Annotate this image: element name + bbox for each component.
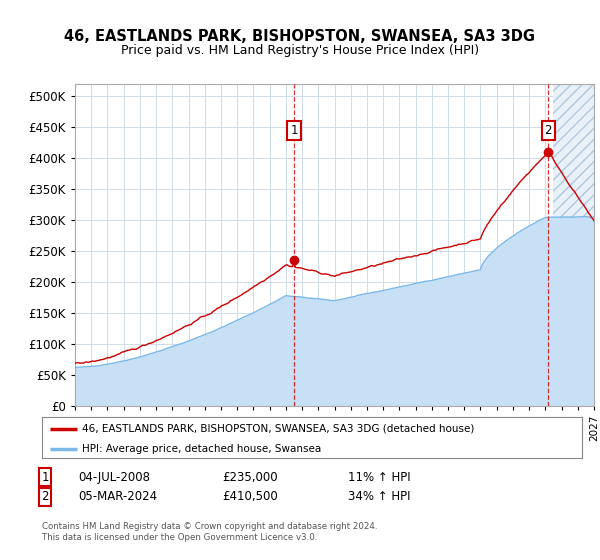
Text: 2: 2 xyxy=(545,124,552,137)
Text: 05-MAR-2024: 05-MAR-2024 xyxy=(78,490,157,503)
Text: 1: 1 xyxy=(290,124,298,137)
Text: 46, EASTLANDS PARK, BISHOPSTON, SWANSEA, SA3 3DG: 46, EASTLANDS PARK, BISHOPSTON, SWANSEA,… xyxy=(65,29,536,44)
Text: 46, EASTLANDS PARK, BISHOPSTON, SWANSEA, SA3 3DG (detached house): 46, EASTLANDS PARK, BISHOPSTON, SWANSEA,… xyxy=(83,424,475,433)
Text: £410,500: £410,500 xyxy=(222,490,278,503)
Text: 04-JUL-2008: 04-JUL-2008 xyxy=(78,470,150,484)
Text: 11% ↑ HPI: 11% ↑ HPI xyxy=(348,470,410,484)
Text: HPI: Average price, detached house, Swansea: HPI: Average price, detached house, Swan… xyxy=(83,444,322,454)
Text: This data is licensed under the Open Government Licence v3.0.: This data is licensed under the Open Gov… xyxy=(42,533,317,542)
Text: £235,000: £235,000 xyxy=(222,470,278,484)
Text: Contains HM Land Registry data © Crown copyright and database right 2024.: Contains HM Land Registry data © Crown c… xyxy=(42,522,377,531)
Text: 34% ↑ HPI: 34% ↑ HPI xyxy=(348,490,410,503)
Text: 1: 1 xyxy=(41,470,49,484)
Bar xyxy=(553,84,594,406)
Text: 2: 2 xyxy=(41,490,49,503)
Text: Price paid vs. HM Land Registry's House Price Index (HPI): Price paid vs. HM Land Registry's House … xyxy=(121,44,479,57)
